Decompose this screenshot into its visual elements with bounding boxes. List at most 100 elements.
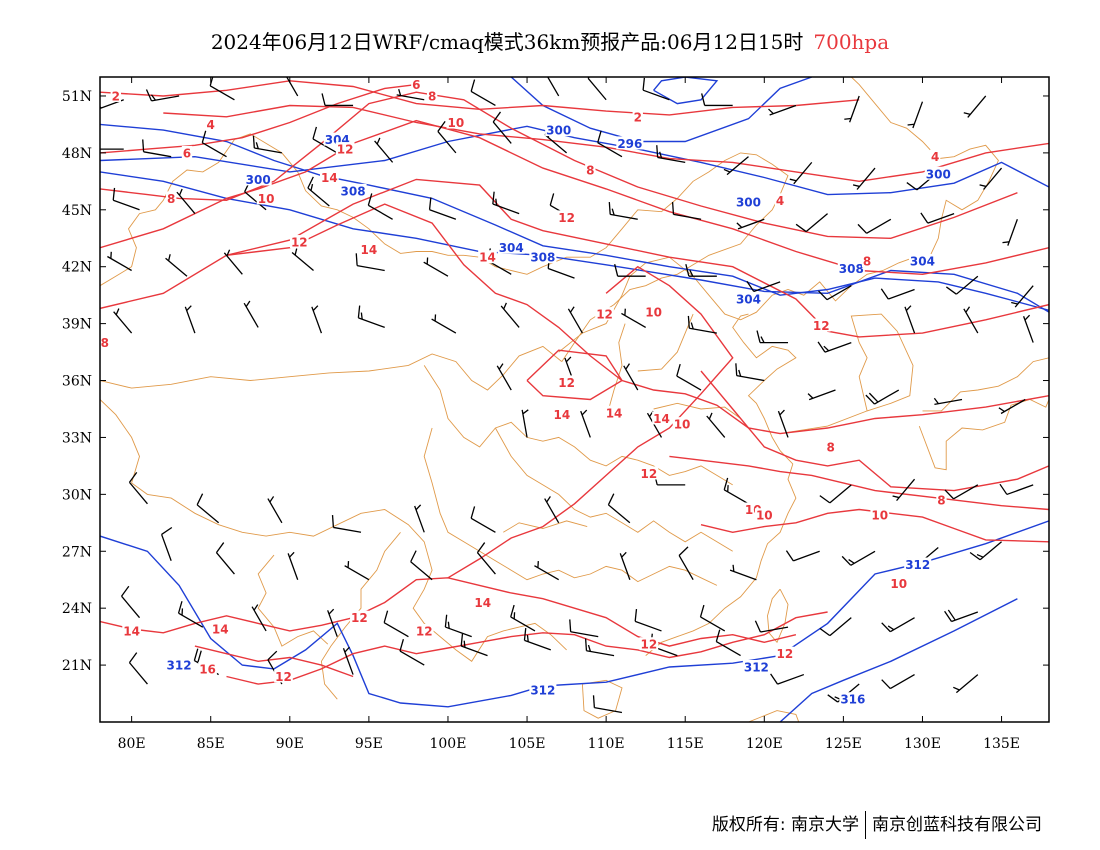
contour-label-bg <box>552 407 572 421</box>
wind-barb <box>399 639 425 666</box>
wind-barb <box>999 483 1034 496</box>
wind-barb <box>723 156 749 176</box>
contour-label-bg <box>122 623 141 637</box>
wind-barb <box>944 484 979 500</box>
wind-barb <box>979 167 1003 190</box>
wind-barb <box>817 285 852 301</box>
contour-label-bg <box>908 254 936 268</box>
contour-label-bg <box>889 576 909 590</box>
lon-tick-label: 90E <box>276 736 304 752</box>
wind-barb <box>746 280 781 293</box>
temperature-contour-label: 12 <box>291 236 308 250</box>
contour-label-bg <box>319 170 339 184</box>
temperature-contour-label: 10 <box>890 577 907 591</box>
contour-label-bg <box>672 417 692 431</box>
temperature-contour <box>100 83 417 154</box>
lat-tick-label: 42N <box>62 260 92 276</box>
wind-barb <box>715 629 741 657</box>
height-contour-label: 312 <box>530 683 555 697</box>
wind-barb <box>100 148 124 150</box>
contour-label-bg <box>100 335 110 349</box>
height-contour <box>510 77 813 143</box>
height-contour-label: 304 <box>910 255 935 269</box>
border-line <box>748 710 800 722</box>
wind-barb <box>176 188 196 215</box>
wind-barb <box>165 254 188 277</box>
wind-barb <box>963 95 987 118</box>
wind-barb <box>587 77 607 101</box>
temperature-contour-label: 12 <box>596 308 613 322</box>
temperature-contour-label: 14 <box>361 243 378 257</box>
wind-barb <box>437 121 457 154</box>
wind-barb <box>785 550 820 562</box>
wind-barb <box>569 619 599 638</box>
height-contour-label: 300 <box>546 124 571 138</box>
contour-label-bg <box>110 88 121 102</box>
lon-tick-label: 85E <box>197 736 225 752</box>
wind-barb <box>614 264 646 277</box>
temperature-contour-label: 8 <box>937 494 945 508</box>
wind-barb <box>671 202 702 220</box>
lat-tick-label: 51N <box>62 89 92 105</box>
wind-barb <box>584 638 615 657</box>
temperature-contour <box>194 645 354 678</box>
contour-label-bg <box>652 411 671 425</box>
contour-label-bg <box>339 183 367 197</box>
border-line <box>503 520 588 533</box>
title-text: 2024年06月12日WRF/cmaq模式36km预报产品:06月12日15时 <box>210 30 804 54</box>
lat-tick-label: 36N <box>62 374 92 390</box>
wind-barb <box>470 506 496 533</box>
temperature-contour-label: 8 <box>428 89 436 103</box>
contour-label-bg <box>734 195 763 209</box>
contour-label-bg <box>839 692 867 706</box>
wind-barb <box>623 363 639 391</box>
lon-tick-label: 130E <box>904 736 941 752</box>
wind-barb <box>754 620 789 633</box>
border-line <box>581 679 623 719</box>
contour-label-bg <box>837 261 865 275</box>
contour-label-bg <box>604 405 624 419</box>
border-line <box>918 399 1049 471</box>
lat-tick-label: 30N <box>62 487 92 503</box>
wind-barb <box>880 288 915 300</box>
wind-barb <box>113 308 133 334</box>
wind-barb <box>807 389 836 401</box>
border-line <box>100 345 563 391</box>
wind-barb <box>496 363 512 391</box>
temperature-contour <box>100 91 1018 240</box>
wind-barb <box>196 493 220 524</box>
contour-label-bg <box>426 88 438 102</box>
temperature-contour-label: 8 <box>863 255 871 269</box>
wind-barb <box>428 197 457 220</box>
wind-barb <box>736 218 765 230</box>
copyright-text: 版权所有: 南京大学 <box>711 815 859 835</box>
wind-barb <box>534 560 560 581</box>
height-contour-label: 304 <box>499 241 524 255</box>
temperature-contour <box>700 370 1049 492</box>
pressure-level: 700hpa <box>813 30 890 54</box>
contour-label-bg <box>595 307 614 321</box>
wind-barb <box>342 646 354 675</box>
wind-barb <box>107 251 132 272</box>
wind-barb <box>321 93 354 107</box>
height-contour-label: 300 <box>246 173 271 187</box>
contour-label-bg <box>414 623 434 637</box>
lat-tick-label: 48N <box>62 146 92 162</box>
wind-barb <box>476 542 496 575</box>
wind-barb <box>215 542 235 575</box>
temperature-contour-label: 6 <box>183 146 191 160</box>
temperature-contour-label: 10 <box>258 192 275 206</box>
border-line <box>558 77 999 353</box>
wind-barb <box>251 604 267 632</box>
wind-barb <box>410 550 433 581</box>
wind-barb <box>701 93 733 107</box>
temperature-contour <box>226 203 1049 435</box>
wind-barb <box>706 412 726 438</box>
lon-tick-label: 100E <box>429 736 466 752</box>
lon-tick-label: 135E <box>983 736 1020 752</box>
height-contour-label: 312 <box>905 558 930 572</box>
wind-barb <box>656 145 686 164</box>
border-line <box>257 554 329 647</box>
temperature-contour-label: 4 <box>931 150 939 164</box>
